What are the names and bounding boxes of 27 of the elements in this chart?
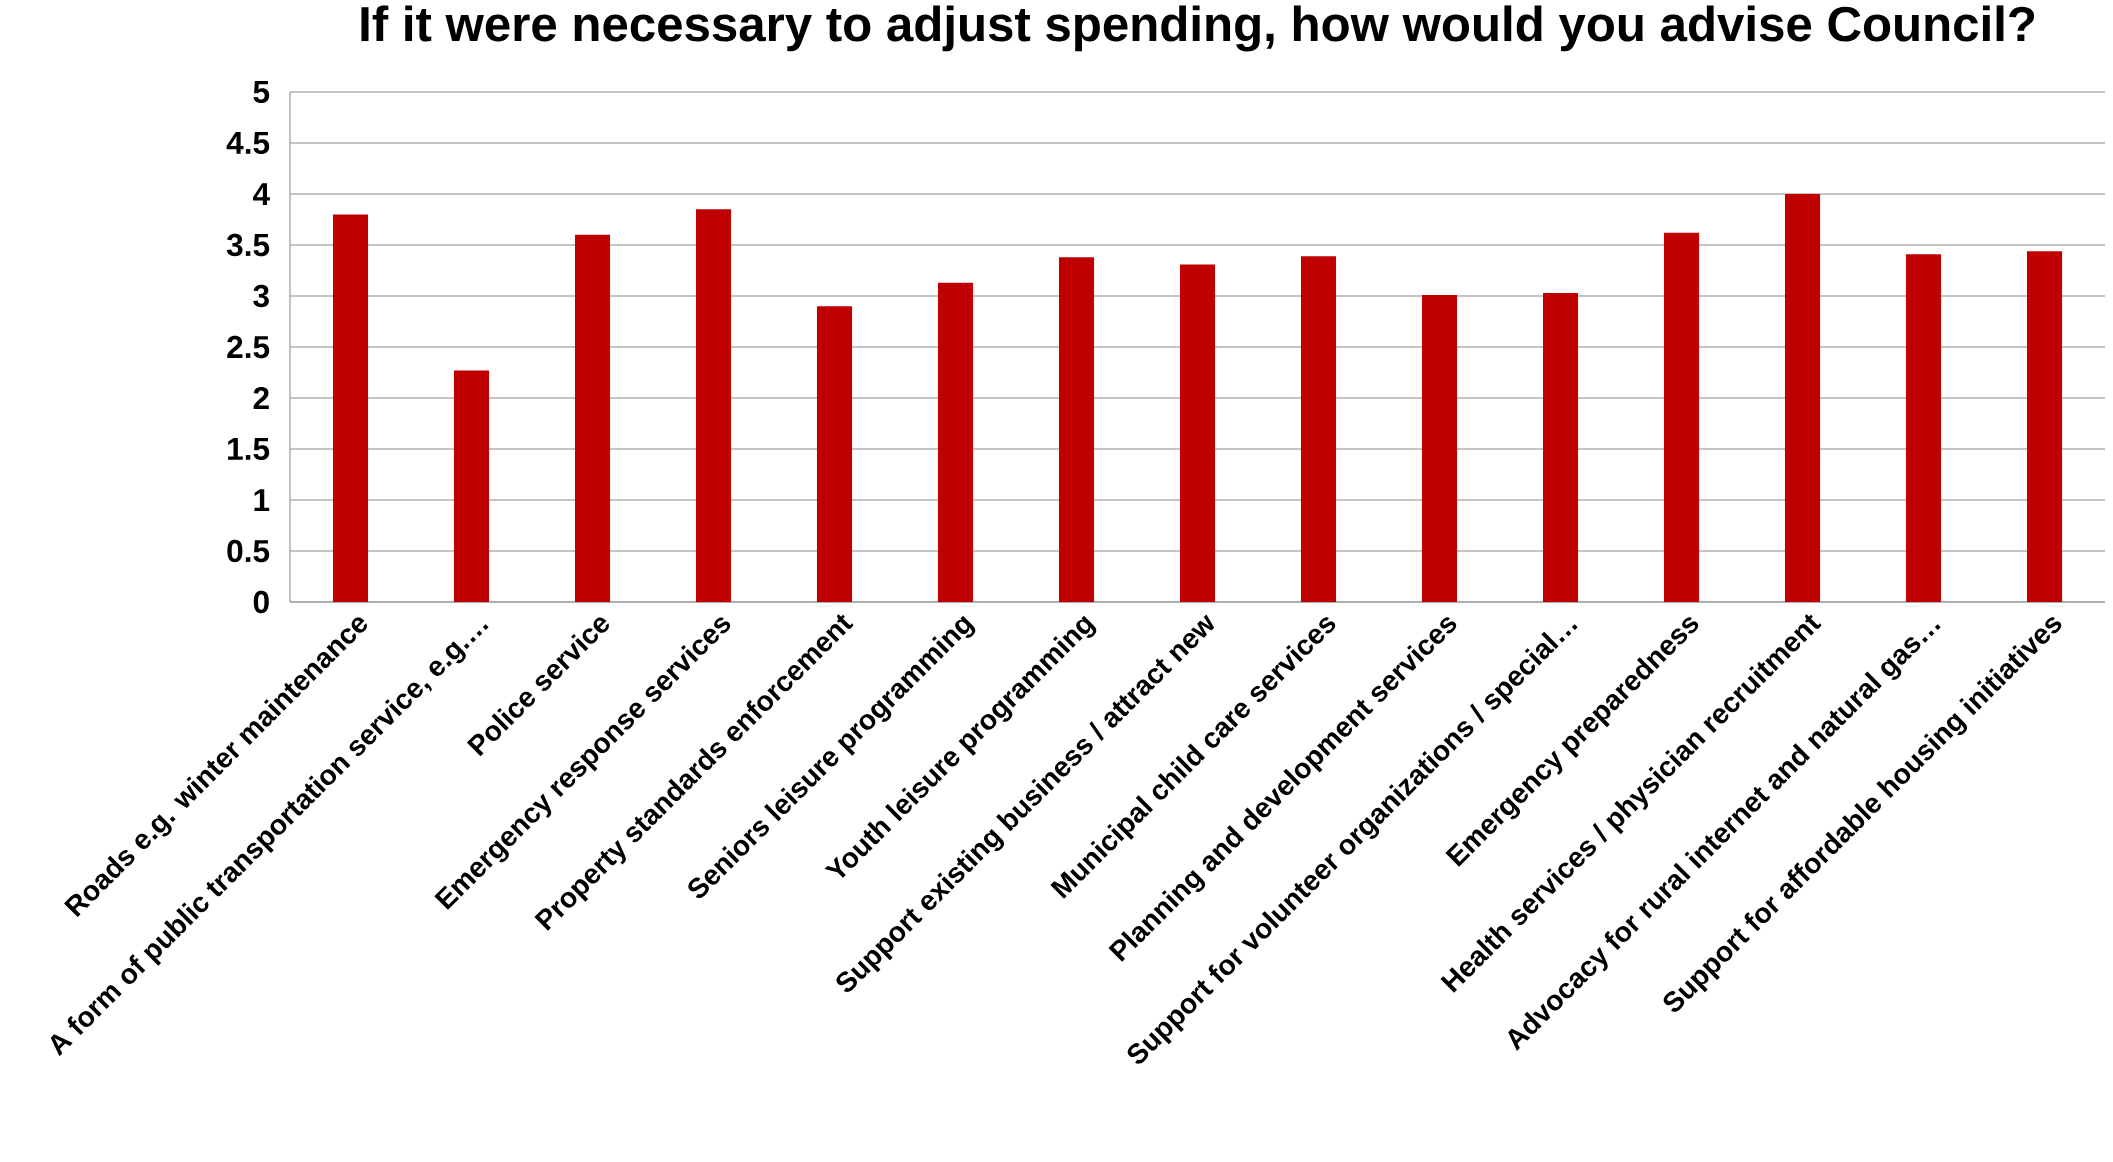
y-tick-label: 0.5 bbox=[227, 539, 270, 563]
bar bbox=[816, 306, 853, 603]
bar bbox=[695, 209, 732, 603]
y-tick-label: 4 bbox=[252, 183, 270, 205]
bar bbox=[453, 370, 490, 603]
y-tick-label: 0 bbox=[253, 590, 269, 614]
bar bbox=[937, 282, 974, 603]
y-tick-label: 5 bbox=[253, 80, 270, 104]
bar bbox=[1058, 257, 1095, 603]
chart-title: If it were necessary to adjust spending, how would you advise Council? bbox=[361, 5, 2035, 52]
bar bbox=[1300, 256, 1337, 603]
y-tick-label: 2.5 bbox=[227, 335, 270, 359]
y-tick-label: 4.5 bbox=[226, 131, 270, 155]
y-tick-label: 1.5 bbox=[228, 437, 270, 461]
bar bbox=[1179, 264, 1216, 603]
bar bbox=[574, 234, 611, 603]
bar bbox=[1421, 295, 1458, 603]
bar bbox=[1784, 194, 1821, 603]
bar bbox=[1542, 292, 1579, 603]
y-tick-label: 2 bbox=[253, 386, 269, 410]
y-tick-label: 1 bbox=[254, 489, 270, 511]
y-tick-label: 3.5 bbox=[226, 233, 270, 257]
bar bbox=[332, 214, 369, 603]
y-tick-label: 3 bbox=[253, 284, 269, 308]
bar bbox=[1663, 232, 1700, 603]
bar bbox=[2026, 251, 2063, 603]
bar bbox=[1905, 254, 1942, 603]
